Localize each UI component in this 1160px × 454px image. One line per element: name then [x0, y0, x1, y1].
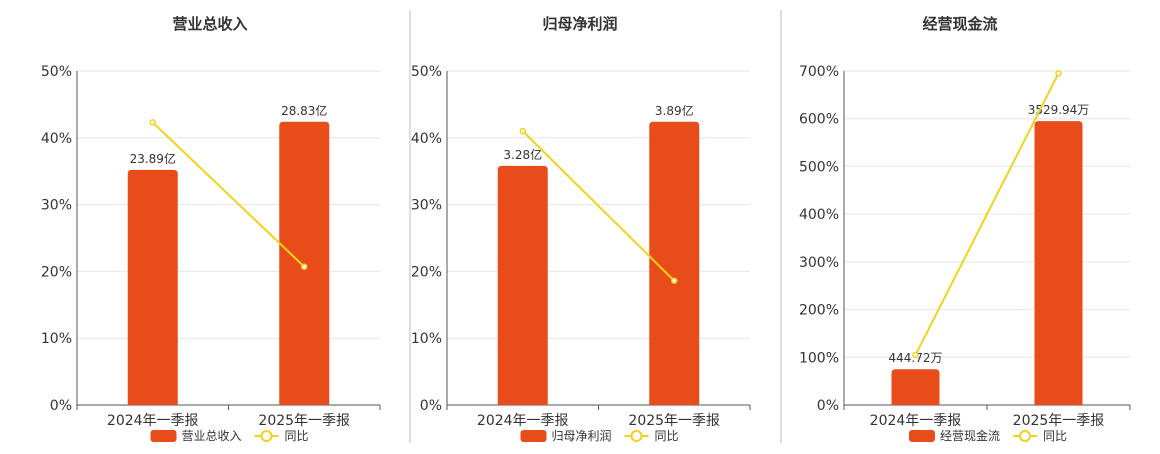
y-tick-label: 0%: [817, 398, 839, 414]
bar: [891, 369, 940, 405]
x-tick-label: 2025年一季报: [258, 413, 350, 429]
y-tick-label: 200%: [799, 303, 839, 319]
y-tick-label: 0%: [420, 398, 442, 414]
x-tick-label: 2025年一季报: [1013, 413, 1105, 429]
bar-data-label: 23.89亿: [130, 151, 176, 166]
yoy-point: [519, 127, 526, 135]
legend-bar-label: 营业总收入: [182, 429, 242, 443]
chart-title: 经营现金流: [922, 15, 997, 33]
legend-line-marker: [1019, 430, 1031, 442]
yoy-line: [152, 121, 305, 268]
y-tick-label: 100%: [799, 350, 839, 366]
y-tick-label: 30%: [41, 198, 72, 214]
bar: [1034, 121, 1083, 405]
bar: [649, 121, 700, 405]
chart-title: 归母净利润: [542, 15, 617, 33]
y-tick-label: 700%: [799, 64, 839, 80]
legend-line-marker: [630, 430, 643, 442]
legend-bar-swatch: [150, 430, 177, 442]
y-tick-label: 10%: [411, 331, 442, 347]
legend-bar-swatch: [909, 430, 935, 442]
y-tick-label: 600%: [799, 112, 839, 128]
x-tick-label: 2024年一季报: [477, 413, 569, 429]
x-tick-label: 2025年一季报: [628, 413, 720, 429]
y-tick-label: 50%: [411, 64, 442, 80]
y-tick-label: 20%: [41, 264, 72, 280]
y-tick-label: 400%: [799, 207, 839, 223]
yoy-point: [912, 351, 919, 359]
yoy-point: [149, 119, 156, 126]
chart-title: 营业总收入: [172, 15, 247, 33]
yoy-line: [914, 72, 1060, 356]
x-tick-label: 2024年一季报: [107, 413, 199, 429]
y-tick-label: 0%: [50, 398, 72, 414]
y-tick-label: 50%: [41, 64, 72, 80]
yoy-point: [301, 263, 308, 270]
chart-panel-2: 归母净利润 0% 10% 20% 30% 40% 50% 3.28亿 3.89亿 2024年一季报…: [411, 15, 751, 443]
legend-line-label: 同比: [655, 429, 679, 443]
legend-line-label: 同比: [1043, 429, 1067, 443]
y-tick-label: 40%: [41, 131, 72, 147]
bar: [279, 121, 330, 405]
y-tick-label: 300%: [799, 255, 839, 271]
legend-bar-label: 归母净利润: [552, 429, 612, 443]
chart-panel-1: 营业总收入 0% 10% 20% 30% 40% 50% 23.89亿 28.83亿 2024年一…: [41, 15, 381, 443]
y-tick-label: 500%: [799, 159, 839, 175]
bar-data-label: 3529.94万: [1028, 103, 1090, 117]
y-tick-label: 20%: [411, 264, 442, 280]
legend-bar-label: 经营现金流: [940, 428, 1000, 443]
bar: [497, 165, 548, 405]
legend-line-label: 同比: [285, 429, 309, 443]
bar-data-label: 3.28亿: [503, 147, 542, 162]
y-tick-label: 30%: [411, 198, 442, 214]
bar: [127, 169, 178, 405]
bar-data-label: 28.83亿: [281, 103, 327, 118]
chart-panel-3: 经营现金流 0% 100% 200% 300% 400% 500% 600% 700% 444.7…: [799, 15, 1131, 443]
yoy-line: [522, 130, 675, 282]
legend-line-marker: [260, 430, 273, 442]
legend-bar-swatch: [520, 430, 547, 442]
y-tick-label: 40%: [411, 131, 442, 147]
yoy-point: [1055, 70, 1062, 77]
yoy-point: [671, 277, 678, 285]
x-tick-label: 2024年一季报: [870, 413, 962, 429]
bar-data-label: 3.89亿: [655, 103, 694, 118]
y-tick-label: 10%: [41, 331, 72, 347]
bar-data-label: 444.72万: [889, 351, 943, 365]
